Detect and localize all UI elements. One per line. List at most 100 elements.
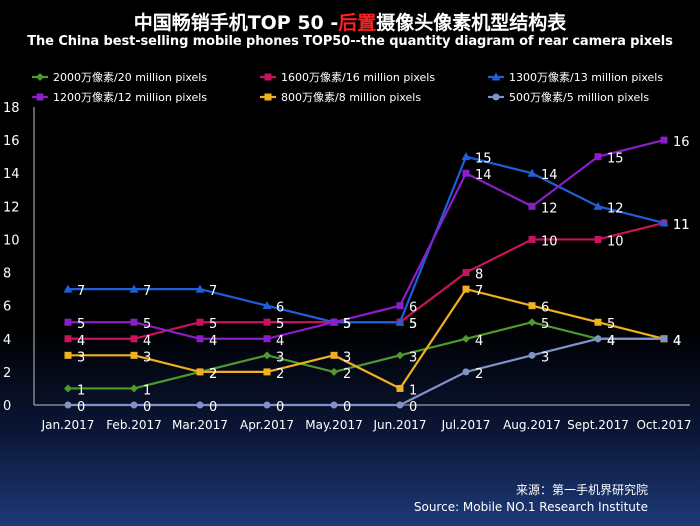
data-label-1: 10 — [541, 234, 558, 249]
data-label-4: 4 — [673, 334, 681, 349]
data-point-3 — [660, 136, 668, 144]
data-point-0 — [330, 367, 338, 376]
y-tick-label: 12 — [3, 200, 20, 215]
x-tick-label: Aug.2017 — [503, 418, 561, 432]
data-point-1 — [64, 335, 72, 343]
y-tick-label: 2 — [3, 366, 11, 381]
data-point-0 — [263, 351, 271, 360]
data-point-1 — [263, 318, 271, 326]
data-point-4 — [528, 302, 536, 310]
data-label-2: 11 — [673, 218, 690, 233]
data-point-5 — [396, 401, 404, 409]
data-point-0 — [528, 318, 536, 327]
data-point-0 — [130, 384, 138, 393]
data-label-1: 5 — [209, 317, 217, 332]
data-point-2 — [593, 201, 603, 210]
y-tick-label: 18 — [3, 101, 20, 116]
data-label-4: 1 — [409, 383, 417, 398]
y-tick-label: 8 — [3, 267, 11, 282]
data-label-5: 0 — [143, 400, 151, 415]
data-label-4: 3 — [77, 350, 85, 365]
data-point-3 — [130, 318, 138, 326]
data-label-2: 12 — [607, 201, 624, 216]
data-label-4: 2 — [276, 367, 284, 382]
x-tick-label: Mar.2017 — [172, 418, 228, 432]
data-label-2: 5 — [343, 317, 351, 332]
data-point-2 — [129, 284, 139, 293]
source-cn: 来源：第一手机界研究院 — [515, 483, 648, 497]
data-point-2 — [461, 152, 471, 161]
data-point-2 — [195, 284, 205, 293]
data-point-0 — [462, 334, 470, 343]
data-label-4: 3 — [343, 350, 351, 365]
data-point-1 — [528, 235, 536, 243]
data-label-3: 15 — [607, 152, 624, 167]
legend-label-4: 800万像素/8 million pixels — [281, 91, 421, 104]
data-label-1: 8 — [475, 268, 483, 283]
data-label-5: 4 — [607, 334, 615, 349]
data-label-5: 3 — [541, 350, 549, 365]
x-tick-label: Sept.2017 — [567, 418, 629, 432]
data-label-1: 5 — [409, 317, 417, 332]
data-label-3: 14 — [475, 168, 492, 183]
legend-label-2: 1300万像素/13 million pixels — [509, 71, 663, 84]
data-label-4: 3 — [143, 350, 151, 365]
data-point-4 — [396, 384, 404, 392]
data-point-5 — [263, 401, 271, 409]
data-point-3 — [396, 302, 404, 310]
x-tick-label: Jan.2017 — [41, 418, 95, 432]
data-point-1 — [594, 235, 602, 243]
data-point-2 — [63, 284, 73, 293]
data-label-2: 7 — [143, 284, 151, 299]
data-point-2 — [262, 301, 272, 310]
data-label-4: 5 — [607, 317, 615, 332]
data-label-1: 11 — [673, 218, 690, 233]
series-line-5 — [68, 337, 664, 407]
data-point-5 — [64, 401, 72, 409]
x-tick-label: Jul.2017 — [441, 418, 491, 432]
data-point-5 — [462, 368, 470, 376]
data-point-1 — [130, 335, 138, 343]
x-tick-label: Apr.2017 — [240, 418, 294, 432]
data-point-5 — [528, 351, 536, 359]
data-label-3: 5 — [77, 317, 85, 332]
data-label-0: 4 — [607, 334, 615, 349]
data-label-4: 2 — [209, 367, 217, 382]
x-tick-label: May.2017 — [305, 418, 362, 432]
data-point-3 — [462, 169, 470, 177]
data-label-1: 4 — [143, 334, 151, 349]
data-point-4 — [462, 285, 470, 293]
data-label-2: 14 — [541, 168, 558, 183]
data-label-0: 3 — [276, 350, 284, 365]
data-label-2: 7 — [209, 284, 217, 299]
series-line-2 — [68, 155, 665, 324]
data-point-4 — [196, 368, 204, 376]
data-label-3: 12 — [541, 201, 558, 216]
data-point-5 — [130, 401, 138, 409]
data-point-3 — [528, 202, 536, 210]
data-label-5: 0 — [77, 400, 85, 415]
data-label-3: 5 — [343, 317, 351, 332]
legend-label-3: 1200万像素/12 million pixels — [53, 91, 207, 104]
x-tick-label: Feb.2017 — [106, 418, 162, 432]
data-label-0: 2 — [209, 367, 217, 382]
y-tick-label: 6 — [3, 300, 11, 315]
data-label-0: 2 — [343, 367, 351, 382]
data-label-0: 3 — [409, 350, 417, 365]
data-point-3 — [594, 153, 602, 161]
data-label-3: 4 — [209, 334, 217, 349]
data-point-2 — [395, 317, 405, 326]
data-label-3: 6 — [409, 301, 417, 316]
source-note: 来源：第一手机界研究院 Source: Mobile NO.1 Research… — [414, 482, 648, 516]
x-tick-label: Oct.2017 — [636, 418, 691, 432]
data-point-3 — [64, 318, 72, 326]
data-point-3 — [330, 318, 338, 326]
data-point-4 — [263, 368, 271, 376]
chart-title-part1: 中国畅销手机TOP 50 - — [133, 12, 339, 34]
data-label-1: 10 — [607, 234, 624, 249]
data-point-5 — [660, 335, 668, 343]
source-en: Source: Mobile NO.1 Research Institute — [413, 500, 648, 514]
data-label-1: 5 — [276, 317, 284, 332]
y-tick-label: 14 — [3, 167, 20, 182]
